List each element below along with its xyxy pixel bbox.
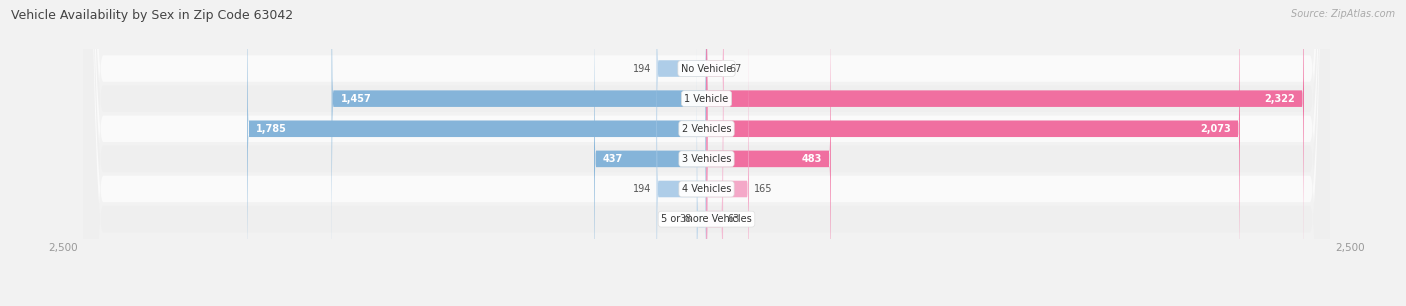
FancyBboxPatch shape: [697, 21, 707, 306]
Text: 194: 194: [633, 184, 651, 194]
FancyBboxPatch shape: [707, 0, 749, 306]
Text: 1 Vehicle: 1 Vehicle: [685, 94, 728, 104]
Text: 63: 63: [728, 214, 740, 224]
Text: 194: 194: [633, 64, 651, 73]
Text: 2,073: 2,073: [1201, 124, 1230, 134]
FancyBboxPatch shape: [83, 0, 1330, 306]
FancyBboxPatch shape: [83, 0, 1330, 306]
Text: 5 or more Vehicles: 5 or more Vehicles: [661, 214, 752, 224]
Text: 1,457: 1,457: [340, 94, 371, 104]
FancyBboxPatch shape: [707, 0, 724, 267]
FancyBboxPatch shape: [707, 0, 831, 306]
Text: 2,322: 2,322: [1264, 94, 1295, 104]
FancyBboxPatch shape: [657, 0, 707, 267]
FancyBboxPatch shape: [595, 0, 707, 306]
FancyBboxPatch shape: [657, 0, 707, 306]
Text: 165: 165: [754, 184, 773, 194]
Text: 4 Vehicles: 4 Vehicles: [682, 184, 731, 194]
Text: 2 Vehicles: 2 Vehicles: [682, 124, 731, 134]
Text: 38: 38: [679, 214, 692, 224]
FancyBboxPatch shape: [707, 0, 1240, 306]
Text: 1,785: 1,785: [256, 124, 287, 134]
Text: No Vehicle: No Vehicle: [681, 64, 733, 73]
FancyBboxPatch shape: [332, 0, 707, 297]
Text: 437: 437: [603, 154, 623, 164]
FancyBboxPatch shape: [83, 0, 1330, 306]
FancyBboxPatch shape: [83, 0, 1330, 306]
FancyBboxPatch shape: [83, 0, 1330, 306]
Text: Source: ZipAtlas.com: Source: ZipAtlas.com: [1291, 9, 1395, 19]
Text: 67: 67: [728, 64, 741, 73]
Text: 3 Vehicles: 3 Vehicles: [682, 154, 731, 164]
Text: 483: 483: [801, 154, 821, 164]
Text: Vehicle Availability by Sex in Zip Code 63042: Vehicle Availability by Sex in Zip Code …: [11, 9, 294, 22]
FancyBboxPatch shape: [247, 0, 707, 306]
FancyBboxPatch shape: [707, 21, 723, 306]
FancyBboxPatch shape: [83, 0, 1330, 306]
FancyBboxPatch shape: [707, 0, 1303, 297]
